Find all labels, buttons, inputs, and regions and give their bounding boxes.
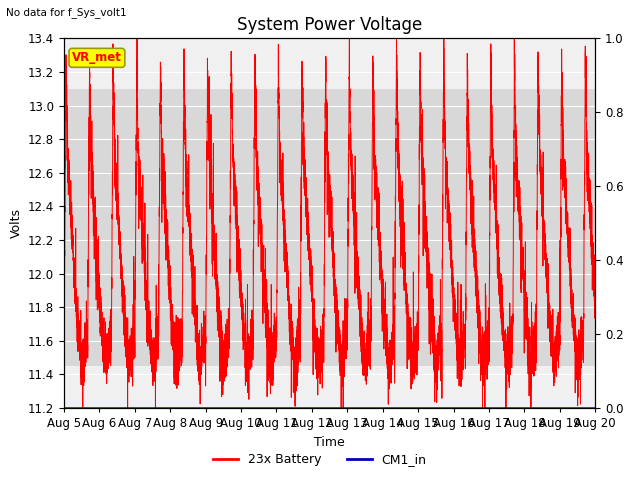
X-axis label: Time: Time: [314, 435, 345, 449]
Legend: 23x Battery, CM1_in: 23x Battery, CM1_in: [208, 448, 432, 471]
Bar: [64, 89, 595, 366]
Text: No data for f_Sys_volt1: No data for f_Sys_volt1: [6, 7, 127, 18]
Text: VR_met: VR_met: [72, 51, 122, 64]
Title: System Power Voltage: System Power Voltage: [237, 16, 422, 34]
Y-axis label: Volts: Volts: [10, 208, 22, 238]
